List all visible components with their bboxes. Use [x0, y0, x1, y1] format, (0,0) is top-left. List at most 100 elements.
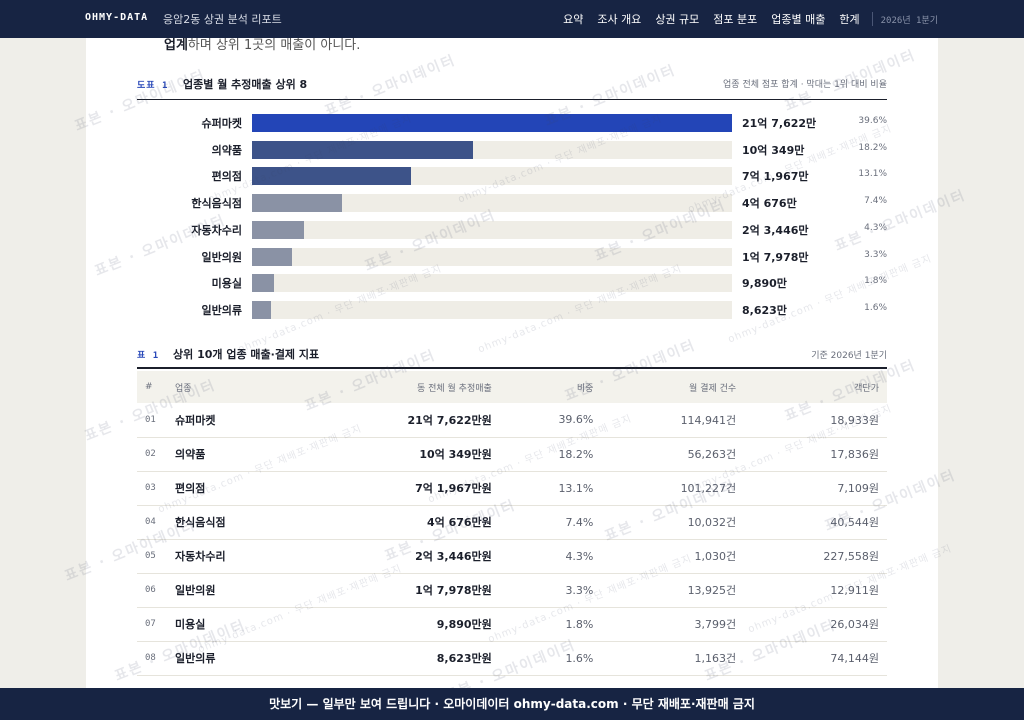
- nav-item-survey-overview[interactable]: 조사 개요: [597, 13, 642, 26]
- bar-value-label: 10억 349만: [742, 143, 805, 157]
- bar: [252, 194, 342, 213]
- row-avg-ticket: 26,034원: [744, 607, 887, 642]
- bar-share-label: 13.1%: [858, 169, 887, 180]
- row-transactions: 56,263건: [601, 437, 745, 472]
- row-index: 06: [137, 573, 167, 608]
- bar-share-label: 1.8%: [864, 276, 887, 287]
- bar-track: [252, 220, 732, 239]
- bar-row: 의약품 10억 349만 18.2%: [137, 140, 887, 159]
- bar: [252, 220, 304, 239]
- row-monthly-sales: 4억 676만원: [299, 505, 500, 540]
- nav-item-limitations[interactable]: 한계: [839, 13, 860, 26]
- row-avg-ticket: 74,144원: [744, 641, 887, 676]
- report-period: 2026년 1분기: [880, 15, 938, 26]
- row-monthly-sales: 21억 7,622만원: [299, 403, 500, 438]
- row-industry: 일반의원: [167, 573, 300, 608]
- bar-value-label: 1억 7,978만: [742, 250, 809, 264]
- table-row: 08 일반의류 8,623만원 1.6% 1,163건 74,144원: [137, 641, 887, 676]
- row-industry: 자동차수리: [167, 539, 300, 574]
- bar-track: [252, 274, 732, 293]
- row-avg-ticket: 18,933원: [744, 403, 887, 438]
- bar-value-label: 8,623만: [742, 303, 787, 317]
- bar-share-label: 4.3%: [864, 222, 887, 233]
- row-industry: 미용실: [167, 607, 300, 642]
- row-industry: 한식음식점: [167, 505, 300, 540]
- bar-category-label: 한식음식점: [191, 197, 242, 211]
- bar-row: 일반의원 1억 7,978만 3.3%: [137, 247, 887, 266]
- nav-item-market-size[interactable]: 상권 규모: [655, 13, 700, 26]
- bar-category-label: 의약품: [211, 143, 242, 157]
- bar-row: 슈퍼마켓 21억 7,622만 39.6%: [137, 114, 887, 132]
- bar: [252, 167, 411, 186]
- bar-track: [252, 114, 732, 132]
- brand-logo[interactable]: OHMY-DATA: [85, 12, 149, 23]
- row-share: 39.6%: [499, 403, 602, 438]
- bar-track: [252, 140, 732, 159]
- bar-share-label: 1.6%: [864, 302, 887, 313]
- row-index: 01: [137, 403, 167, 438]
- figure-note: 업종 전체 점포 합계 · 막대는 1위 대비 비율: [723, 80, 887, 90]
- row-index: 05: [137, 539, 167, 574]
- row-share: 13.1%: [499, 471, 602, 506]
- bar: [252, 274, 274, 293]
- bar-value-label: 4억 676만: [742, 197, 797, 211]
- col-share: 비중: [499, 371, 602, 403]
- row-monthly-sales: 1억 7,978만원: [299, 573, 500, 608]
- lead-text: 하며 상위 1곳의 매출이 아니다.: [187, 38, 361, 53]
- bar-row: 자동차수리 2억 3,446만 4.3%: [137, 220, 887, 239]
- col-transactions: 월 결제 건수: [601, 371, 745, 403]
- bar-row: 편의점 7억 1,967만 13.1%: [137, 167, 887, 186]
- bar-value-label: 2억 3,446만: [742, 223, 809, 237]
- row-index: 03: [137, 471, 167, 506]
- table-row: 02 의약품 10억 349만원 18.2% 56,263건 17,836원: [137, 437, 887, 472]
- row-industry: 의약품: [167, 437, 300, 472]
- col-monthly-sales: 동 전체 월 추정매출: [299, 371, 500, 403]
- row-avg-ticket: 40,544원: [744, 505, 887, 540]
- row-index: 08: [137, 641, 167, 676]
- industry-metrics-table: # 업종 동 전체 월 추정매출 비중 월 결제 건수 객단가 01 슈퍼마켓 21…: [137, 371, 887, 676]
- bar-category-label: 편의점: [211, 170, 242, 184]
- table-row: 04 한식음식점 4억 676만원 7.4% 10,032건 40,544원: [137, 505, 887, 540]
- table-row: 01 슈퍼마켓 21억 7,622만원 39.6% 114,941건 18,933원: [137, 403, 887, 438]
- document-title: 응암2동 상권 분석 리포트: [163, 13, 282, 26]
- nav-item-store-distribution[interactable]: 점포 분포: [713, 13, 758, 26]
- bar: [252, 140, 474, 159]
- bar-share-label: 7.4%: [864, 196, 887, 207]
- bar-category-label: 일반의원: [201, 250, 242, 264]
- bar-track: [252, 247, 732, 266]
- row-transactions: 10,032건: [601, 505, 745, 540]
- row-index: 04: [137, 505, 167, 540]
- row-share: 4.3%: [499, 539, 602, 574]
- table-header: 표 1 상위 10개 업종 매출·결제 지표 기준 2026년 1분기: [137, 345, 887, 369]
- bar-category-label: 일반의류: [201, 303, 242, 317]
- row-industry: 슈퍼마켓: [167, 403, 300, 438]
- figure-header: 도표 1 업종별 월 추정매출 상위 8 업종 전체 점포 합계 · 막대는 1…: [137, 76, 887, 100]
- nav-divider: [871, 12, 873, 26]
- bar-row: 미용실 9,890만 1.8%: [137, 274, 887, 293]
- row-monthly-sales: 8,623만원: [299, 641, 500, 676]
- main-nav: 요약 조사 개요 상권 규모 점포 분포 업종별 매출 한계 2026년 1분기: [549, 0, 938, 38]
- top-navigation-bar: OHMY-DATA 응암2동 상권 분석 리포트 요약 조사 개요 상권 규모 …: [0, 0, 1024, 38]
- lead-bold: 업계: [164, 38, 188, 53]
- row-monthly-sales: 10억 349만원: [299, 437, 500, 472]
- bar-share-label: 3.3%: [864, 249, 887, 260]
- figure-title: 업종별 월 추정매출 상위 8: [183, 78, 308, 91]
- bar-share-label: 39.6%: [858, 116, 887, 126]
- bar-track: [252, 300, 732, 319]
- row-avg-ticket: 17,836원: [744, 437, 887, 472]
- nav-item-sales-by-industry[interactable]: 업종별 매출: [771, 13, 826, 26]
- table-row: 06 일반의원 1억 7,978만원 3.3% 13,925건 12,911원: [137, 573, 887, 608]
- row-monthly-sales: 9,890만원: [299, 607, 500, 642]
- bar-share-label: 18.2%: [858, 142, 887, 153]
- row-index: 02: [137, 437, 167, 472]
- bar-value-label: 21억 7,622만: [742, 117, 817, 130]
- bar: [252, 247, 292, 266]
- row-monthly-sales: 2억 3,446만원: [299, 539, 500, 574]
- row-transactions: 114,941건: [601, 403, 745, 438]
- bar-category-label: 자동차수리: [191, 223, 242, 237]
- nav-item-summary[interactable]: 요약: [563, 13, 584, 26]
- table-title: 상위 10개 업종 매출·결제 지표: [173, 348, 320, 361]
- row-transactions: 1,163건: [601, 641, 745, 676]
- report-page: 업계하며 상위 1곳의 매출이 아니다. 도표 1 업종별 월 추정매출 상위 …: [86, 38, 938, 688]
- row-monthly-sales: 7억 1,967만원: [299, 471, 500, 506]
